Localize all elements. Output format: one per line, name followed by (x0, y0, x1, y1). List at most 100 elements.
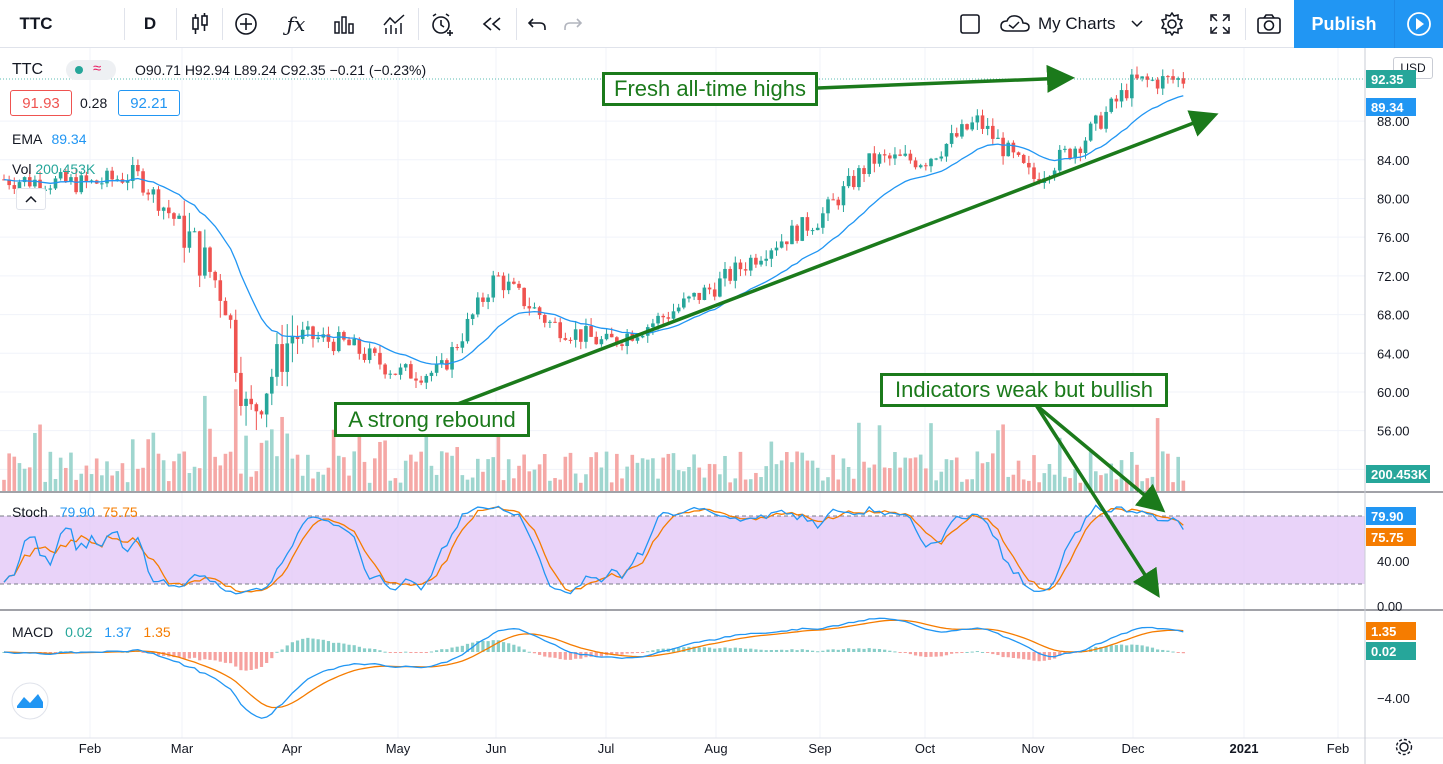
macd-hist-bar (538, 652, 542, 655)
candle-body (764, 258, 768, 261)
volume-bar (1073, 469, 1077, 491)
stream-play-button[interactable] (1394, 0, 1443, 48)
candle-body (409, 364, 413, 379)
candle-body (1001, 137, 1005, 157)
macd-hist-bar (1114, 645, 1118, 652)
annotation-indicators[interactable]: Indicators weak but bullish (880, 373, 1168, 407)
volume-bar (295, 454, 300, 491)
volume-bar (311, 478, 315, 491)
templates-bars-icon[interactable] (326, 0, 362, 48)
volume-bar (666, 453, 671, 491)
compare-plus-icon[interactable] (228, 0, 264, 48)
settings-gear-icon[interactable] (1154, 0, 1190, 48)
candle-body (1021, 154, 1026, 163)
candle-body (960, 124, 964, 137)
fullscreen-icon[interactable] (1202, 0, 1238, 48)
volume-bar (599, 467, 604, 491)
volume-bar (233, 389, 238, 491)
volume-bar (821, 480, 825, 491)
snapshot-camera-icon[interactable] (1250, 0, 1288, 48)
publish-button[interactable]: Publish (1294, 0, 1394, 48)
volume-bar (682, 471, 686, 491)
ask-box[interactable]: 92.21 (118, 90, 180, 116)
candle-body (439, 360, 444, 365)
price-tick-label: 56.00 (1377, 424, 1410, 439)
candle-body (759, 260, 763, 265)
candle-body (718, 278, 722, 297)
chevron-down-icon (1131, 20, 1143, 28)
volume-bar (270, 429, 274, 491)
macd-hist-bar (507, 643, 511, 652)
volume-bar (275, 456, 279, 491)
volume-bar (290, 458, 295, 491)
redo-icon[interactable] (558, 0, 588, 48)
macd-hist-bar (805, 649, 809, 652)
candle-body (795, 225, 799, 241)
ideas-chart-icon[interactable] (376, 0, 412, 48)
tradingview-logo-icon[interactable] (11, 682, 49, 720)
volume-bar (625, 466, 629, 491)
indicators-fx-icon[interactable]: ƒx (286, 12, 306, 36)
chart-area[interactable]: 52.0056.0060.0064.0068.0072.0076.0080.00… (0, 48, 1443, 764)
macd-hist-bar (254, 652, 258, 669)
candle-body (362, 353, 367, 360)
layout-square-icon[interactable] (954, 0, 986, 48)
candle-body (373, 348, 377, 353)
time-tick-label: Aug (704, 741, 727, 756)
annotation-rebound[interactable]: A strong rebound (334, 402, 530, 437)
volume-bar (455, 447, 459, 491)
candle-body (110, 170, 114, 180)
replay-rewind-icon[interactable] (474, 0, 510, 48)
interval-button[interactable]: D (130, 0, 170, 48)
symbol-search-button[interactable]: TTC (6, 0, 66, 48)
axis-settings-gear-icon[interactable] (1395, 738, 1413, 756)
macd-hist-bar (677, 647, 681, 652)
volume-bar (486, 459, 490, 491)
volume-bar (244, 435, 248, 491)
volume-bar (470, 477, 475, 491)
legend-symbol[interactable]: TTC (12, 61, 44, 78)
candle-body (1140, 76, 1144, 79)
legend-status-pill[interactable]: ≈ (66, 60, 116, 80)
candle-style-icon[interactable] (182, 0, 218, 48)
candle-body (1150, 79, 1155, 81)
macd-hist-bar (749, 648, 753, 652)
volume-bar (58, 457, 63, 491)
volume-bar (445, 452, 449, 491)
undo-icon[interactable] (522, 0, 552, 48)
macd-hist-bar (1135, 644, 1139, 652)
collapse-legend-button[interactable] (16, 188, 46, 210)
volume-bar (671, 453, 676, 491)
candle-body (233, 319, 238, 373)
macd-hist-bar (610, 652, 614, 655)
volume-bar (579, 482, 583, 491)
annotation-highs[interactable]: Fresh all-time highs (602, 72, 818, 106)
macd-hist-bar (234, 652, 238, 667)
macd-hist-bar (810, 650, 815, 652)
volume-bar (913, 457, 918, 491)
volume-bar (450, 455, 454, 491)
macd-hist-bar (53, 652, 58, 653)
time-axis: Feb Mar Apr May Jun Jul Aug Sep Oct Nov Dec 2021 Feb (79, 741, 1349, 756)
volume-bar (254, 471, 259, 491)
candle-body (1099, 115, 1103, 129)
alert-clock-icon[interactable] (424, 0, 460, 48)
candle-body (512, 281, 516, 284)
candle-body (1109, 98, 1114, 112)
candle-body (1166, 76, 1170, 78)
candle-body (167, 207, 171, 214)
stoch-band (0, 516, 1365, 584)
bid-box[interactable]: 91.93 (10, 90, 72, 116)
macd-hist-bar (558, 652, 562, 660)
macd-hist-bar (671, 648, 676, 652)
my-charts-button[interactable]: My Charts (1000, 0, 1145, 48)
candle-body (1073, 148, 1077, 159)
candle-body (882, 154, 887, 156)
volume-bar (481, 471, 485, 491)
volume-bar (321, 474, 326, 491)
volume-bar (826, 477, 830, 491)
macd-hist-bar (368, 648, 372, 652)
volume-bar (851, 478, 856, 491)
volume-bar (651, 458, 655, 491)
candle-body (573, 329, 578, 340)
